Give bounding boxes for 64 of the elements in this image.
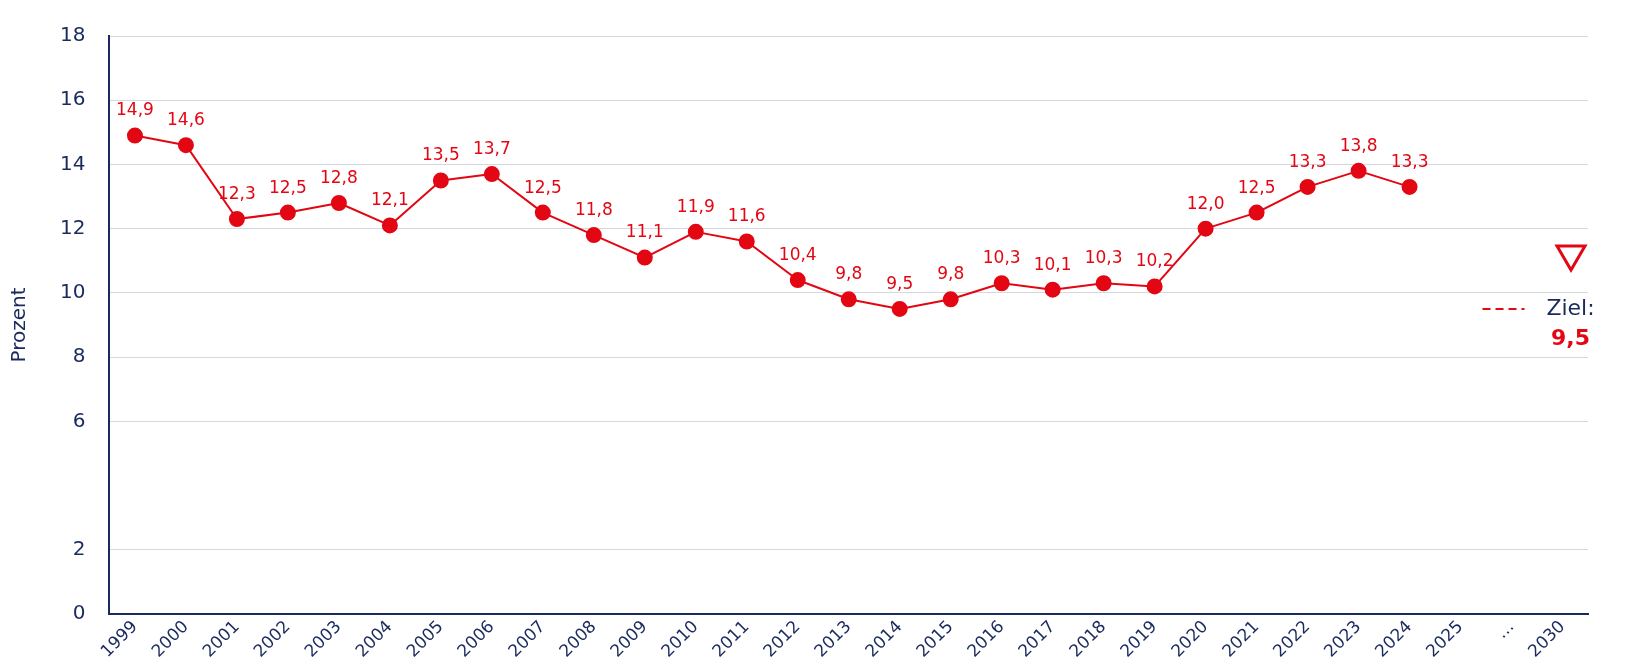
y-tick-label: 8 (72, 343, 86, 368)
data-label: 14,6 (167, 109, 205, 130)
data-label: 13,3 (1390, 150, 1429, 171)
data-label: 13,3 (1288, 150, 1327, 171)
point (1299, 178, 1316, 195)
point (432, 172, 449, 189)
y-tick-label: 12 (60, 214, 86, 239)
y-tick-label: 0 (72, 600, 86, 625)
point (381, 217, 398, 234)
data-label: 13,5 (421, 144, 460, 165)
data-label: 12,5 (268, 176, 307, 197)
data-label: 9,8 (835, 263, 863, 284)
point (942, 291, 959, 308)
point (585, 227, 602, 244)
ref-line-label: Ziel: 9,5 (1546, 294, 1595, 350)
point (891, 300, 908, 317)
point (738, 233, 755, 250)
data-label: 10,1 (1033, 253, 1072, 274)
point (483, 166, 500, 183)
data-label: 11,6 (727, 205, 766, 226)
data-label: 9,5 (886, 272, 914, 293)
data-label: 12,8 (319, 166, 358, 187)
point (840, 291, 857, 308)
data-label: 11,1 (625, 221, 664, 242)
point (636, 249, 653, 266)
data-label: 13,7 (472, 138, 511, 158)
point (126, 127, 143, 144)
point (687, 223, 704, 240)
data-label: 10,3 (1084, 247, 1123, 268)
point (1044, 281, 1061, 298)
data-label: 12,5 (1237, 176, 1276, 197)
point (1350, 162, 1367, 179)
point (1095, 275, 1112, 292)
point (1401, 178, 1418, 195)
point (1146, 278, 1163, 295)
data-label: 14,9 (116, 99, 154, 120)
point (1248, 204, 1265, 221)
data-label: 12,3 (217, 182, 256, 203)
y-tick-label: 16 (60, 86, 86, 111)
point (534, 204, 551, 221)
data-label: 10,4 (778, 243, 817, 264)
data-label: 10,3 (982, 247, 1021, 268)
y-tick-label: 2 (72, 535, 86, 560)
point (228, 211, 245, 228)
point (1197, 220, 1214, 237)
data-label: 11,9 (676, 195, 715, 216)
data-label: 12,1 (370, 189, 409, 210)
data-label: 10,2 (1135, 250, 1174, 271)
point (279, 204, 296, 221)
data-label: 12,5 (523, 176, 562, 197)
data-label: 12,0 (1186, 192, 1225, 213)
y-axis-title: Prozent (6, 287, 31, 363)
y-tick-label: 6 (72, 407, 86, 432)
data-label: 9,8 (937, 263, 965, 284)
data-label: 13,8 (1339, 134, 1378, 155)
x-tick-label: … (1491, 616, 1518, 643)
y-tick-label: 10 (60, 279, 86, 304)
y-tick-label: 14 (60, 150, 86, 175)
data-label: 11,8 (574, 199, 613, 219)
y-tick-label: 18 (60, 22, 86, 47)
point (993, 275, 1010, 292)
point (177, 137, 194, 154)
point (330, 194, 347, 211)
point (789, 272, 806, 289)
